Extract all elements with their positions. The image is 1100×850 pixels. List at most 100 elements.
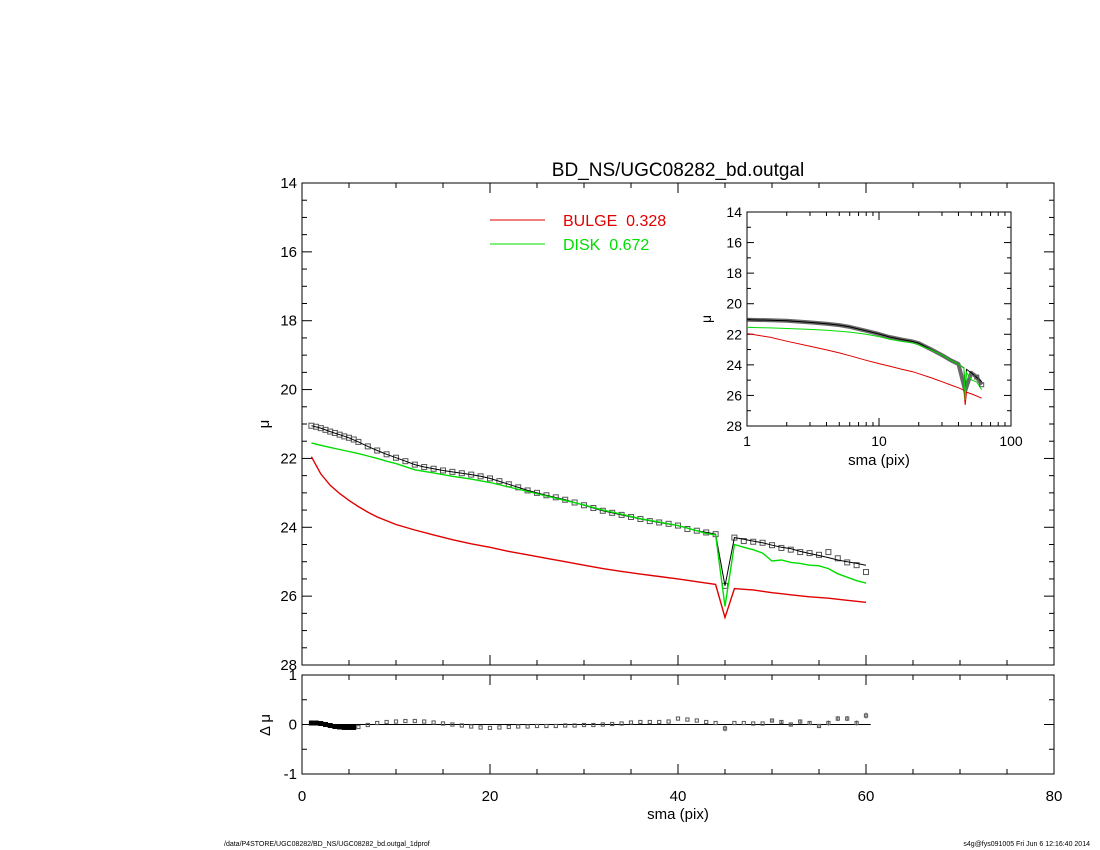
residual-point xyxy=(346,724,352,730)
main-y-tick-label: 18 xyxy=(280,313,297,330)
residual-point xyxy=(375,720,380,726)
residual-point xyxy=(440,721,446,726)
inset-y-tick-label: 26 xyxy=(726,387,742,403)
residual-point xyxy=(572,723,577,728)
residual-point xyxy=(694,718,699,723)
residual-point xyxy=(816,723,822,729)
main-axis-ticks: 14 16 18 20 22 24 26 28 xyxy=(280,175,1055,674)
residual-point xyxy=(327,722,333,728)
inset-data-point xyxy=(979,382,985,388)
residual-point xyxy=(826,720,831,726)
residual-point xyxy=(384,719,389,725)
x-tick-label: 20 xyxy=(482,788,499,805)
residual-point xyxy=(628,720,634,725)
residual-point xyxy=(845,716,850,721)
residual-point xyxy=(534,723,540,729)
x-axis-label: sma (pix) xyxy=(647,806,709,823)
residual-point xyxy=(600,722,605,727)
residual-point xyxy=(732,720,737,726)
main-series xyxy=(308,422,869,620)
data-point xyxy=(496,478,503,485)
residual-point xyxy=(713,720,718,726)
data-point xyxy=(853,562,860,569)
residual-point xyxy=(704,719,709,725)
x-tick-label: 60 xyxy=(858,788,875,805)
data-point xyxy=(487,475,493,482)
inset-axis-ticks: 14 16 18 20 22 24 26 281 10 100 xyxy=(726,204,1022,449)
residual-point xyxy=(685,717,690,722)
residual-y-tick-label: -1 xyxy=(284,766,297,783)
residual-point xyxy=(563,723,568,728)
main-y-tick-label: 28 xyxy=(280,657,297,674)
inset-y-tick-label: 14 xyxy=(726,204,742,220)
legend-bulge-label: BULGE 0.328 xyxy=(563,213,666,230)
residual-point xyxy=(751,721,756,726)
inset-x-tick-label: 100 xyxy=(999,433,1023,449)
residual-point xyxy=(760,721,765,726)
residual-point xyxy=(657,719,662,725)
residual-point xyxy=(412,718,417,724)
residual-point xyxy=(769,718,775,723)
legend-disk-label: DISK 0.672 xyxy=(563,237,649,254)
x-tick-label: 40 xyxy=(670,788,687,805)
data-point xyxy=(411,461,418,468)
residual-point xyxy=(308,720,314,726)
residual-point xyxy=(722,726,728,731)
residual-point xyxy=(469,724,474,729)
residual-series xyxy=(308,712,871,732)
data-point xyxy=(374,447,381,454)
residual-point xyxy=(525,724,530,729)
data-point xyxy=(383,451,390,458)
data-point xyxy=(769,542,775,549)
residual-point xyxy=(332,723,338,729)
inset-y-axis-label: μ xyxy=(698,315,714,323)
residual-point xyxy=(638,719,643,725)
main-y-tick-label: 16 xyxy=(280,244,297,261)
x-tick-label: 0 xyxy=(298,788,306,805)
residual-point xyxy=(422,719,427,724)
residual-point xyxy=(863,713,869,718)
chart-title: BD_NS/UGC08282_bd.outgal xyxy=(552,160,804,181)
inset-bulge-line xyxy=(746,333,982,405)
residual-point xyxy=(323,722,328,727)
main-y-tick-label: 26 xyxy=(280,588,297,605)
data-point xyxy=(834,555,841,562)
residual-point xyxy=(403,718,408,724)
inset-y-tick-label: 28 xyxy=(726,418,742,434)
residual-point xyxy=(741,720,746,726)
residual-point xyxy=(854,720,859,726)
residual-point xyxy=(478,725,483,730)
residual-point xyxy=(647,719,652,725)
bulge-line xyxy=(310,456,867,620)
footer-file-path: /data/P4STORE/UGC08282/BD_NS/UGC08282_bd… xyxy=(224,841,430,848)
data-point xyxy=(863,569,869,576)
residual-point xyxy=(459,723,464,728)
residual-axis-ticks: 10-10 20 40 60 80 xyxy=(284,667,1063,805)
residual-point xyxy=(779,719,784,725)
inset-y-tick-label: 18 xyxy=(726,265,742,281)
data-point xyxy=(402,458,409,465)
residual-point xyxy=(431,720,436,725)
residual-point xyxy=(497,725,502,730)
residual-point xyxy=(318,721,324,727)
residual-point xyxy=(591,722,596,728)
inset-data-point xyxy=(974,374,980,380)
residual-point xyxy=(798,719,803,724)
inset-y-tick-label: 24 xyxy=(726,357,742,373)
residual-point xyxy=(356,724,361,730)
residual-point xyxy=(341,724,347,730)
residual-point xyxy=(788,722,793,727)
residual-point xyxy=(450,722,455,727)
data-point xyxy=(355,438,362,445)
residual-y-axis-label: Δ μ xyxy=(257,714,274,736)
residual-y-tick-label: 1 xyxy=(289,667,297,684)
residual-point xyxy=(835,716,840,721)
x-tick-label: 80 xyxy=(1046,788,1063,805)
residual-y-tick-label: 0 xyxy=(289,717,297,734)
inset-x-tick-label: 10 xyxy=(871,433,887,449)
residual-point xyxy=(581,722,587,728)
main-y-tick-label: 20 xyxy=(280,382,297,399)
inset-x-tick-label: 1 xyxy=(743,433,751,449)
legend: BULGE 0.328 DISK 0.672 xyxy=(490,213,666,254)
